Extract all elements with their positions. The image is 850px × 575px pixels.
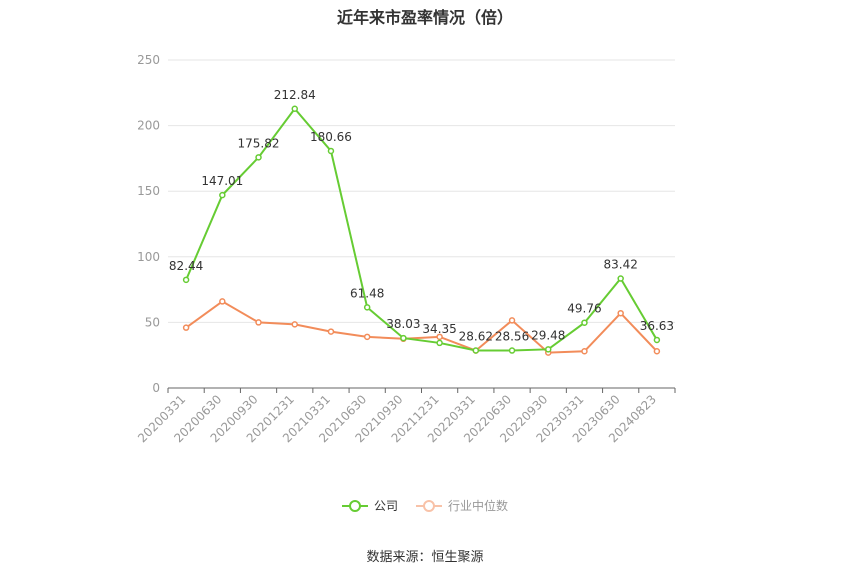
data-label: 34.35 (422, 322, 456, 336)
data-point (400, 334, 407, 342)
data-label: 36.63 (640, 319, 674, 333)
legend-item-company[interactable]: 公司 (341, 497, 398, 514)
legend-item-industry[interactable]: 行业中位数 (416, 497, 508, 514)
legend-company-marker (341, 499, 368, 512)
data-point (363, 333, 371, 341)
data-point (327, 147, 335, 155)
legend: 公司 行业中位数 (0, 497, 850, 514)
data-point (508, 347, 516, 354)
y-tick-label: 50 (145, 315, 160, 329)
y-tick-label: 0 (152, 381, 160, 395)
data-point (291, 105, 298, 113)
data-point (182, 276, 190, 284)
y-tick-label: 100 (137, 250, 160, 264)
data-point (472, 347, 480, 354)
data-point (255, 319, 262, 326)
data-point (219, 298, 226, 305)
data-point (291, 321, 298, 328)
legend-industry-label: 行业中位数 (448, 499, 509, 513)
data-point (617, 275, 624, 282)
data-point (581, 348, 588, 355)
legend-company-label: 公司 (373, 499, 398, 513)
data-label: 49.76 (567, 302, 601, 316)
data-point (617, 309, 624, 317)
data-point (327, 328, 335, 335)
data-label: 28.56 (495, 330, 529, 344)
data-point (436, 339, 443, 347)
data-point (545, 346, 552, 353)
data-point (653, 336, 661, 344)
y-tick-label: 250 (137, 53, 160, 67)
data-label: 212.84 (274, 88, 316, 102)
data-label: 61.48 (350, 286, 384, 300)
series-line-industry (185, 300, 658, 354)
grid-lines (168, 59, 675, 323)
chart-title: 近年来市盈率情况（倍） (336, 8, 513, 27)
series-line-company (185, 107, 658, 352)
data-source: 数据来源：恒生聚源 (366, 550, 484, 565)
data-label: 29.48 (531, 328, 565, 342)
x-axis: 2020033120200630202009302020123120210331… (135, 387, 676, 445)
data-point (255, 154, 262, 161)
legend-industry-marker (416, 499, 442, 512)
data-label: 83.42 (603, 258, 637, 272)
series-layer (182, 105, 661, 356)
data-label: 180.66 (310, 130, 352, 144)
data-point (581, 319, 588, 326)
data-point (508, 317, 516, 324)
data-point (182, 324, 190, 331)
data-label: 28.62 (459, 329, 493, 343)
data-point (436, 333, 443, 341)
data-point (363, 304, 371, 311)
data-point (219, 191, 226, 199)
data-label: 147.01 (201, 174, 243, 188)
data-label: 175.82 (238, 136, 280, 150)
y-axis: 0 50 100 150 200 250 (137, 53, 160, 395)
y-tick-label: 200 (137, 119, 160, 133)
y-tick-label: 150 (137, 184, 160, 198)
data-label: 38.03 (386, 317, 420, 331)
data-point (653, 348, 661, 355)
data-label: 82.44 (169, 259, 203, 273)
